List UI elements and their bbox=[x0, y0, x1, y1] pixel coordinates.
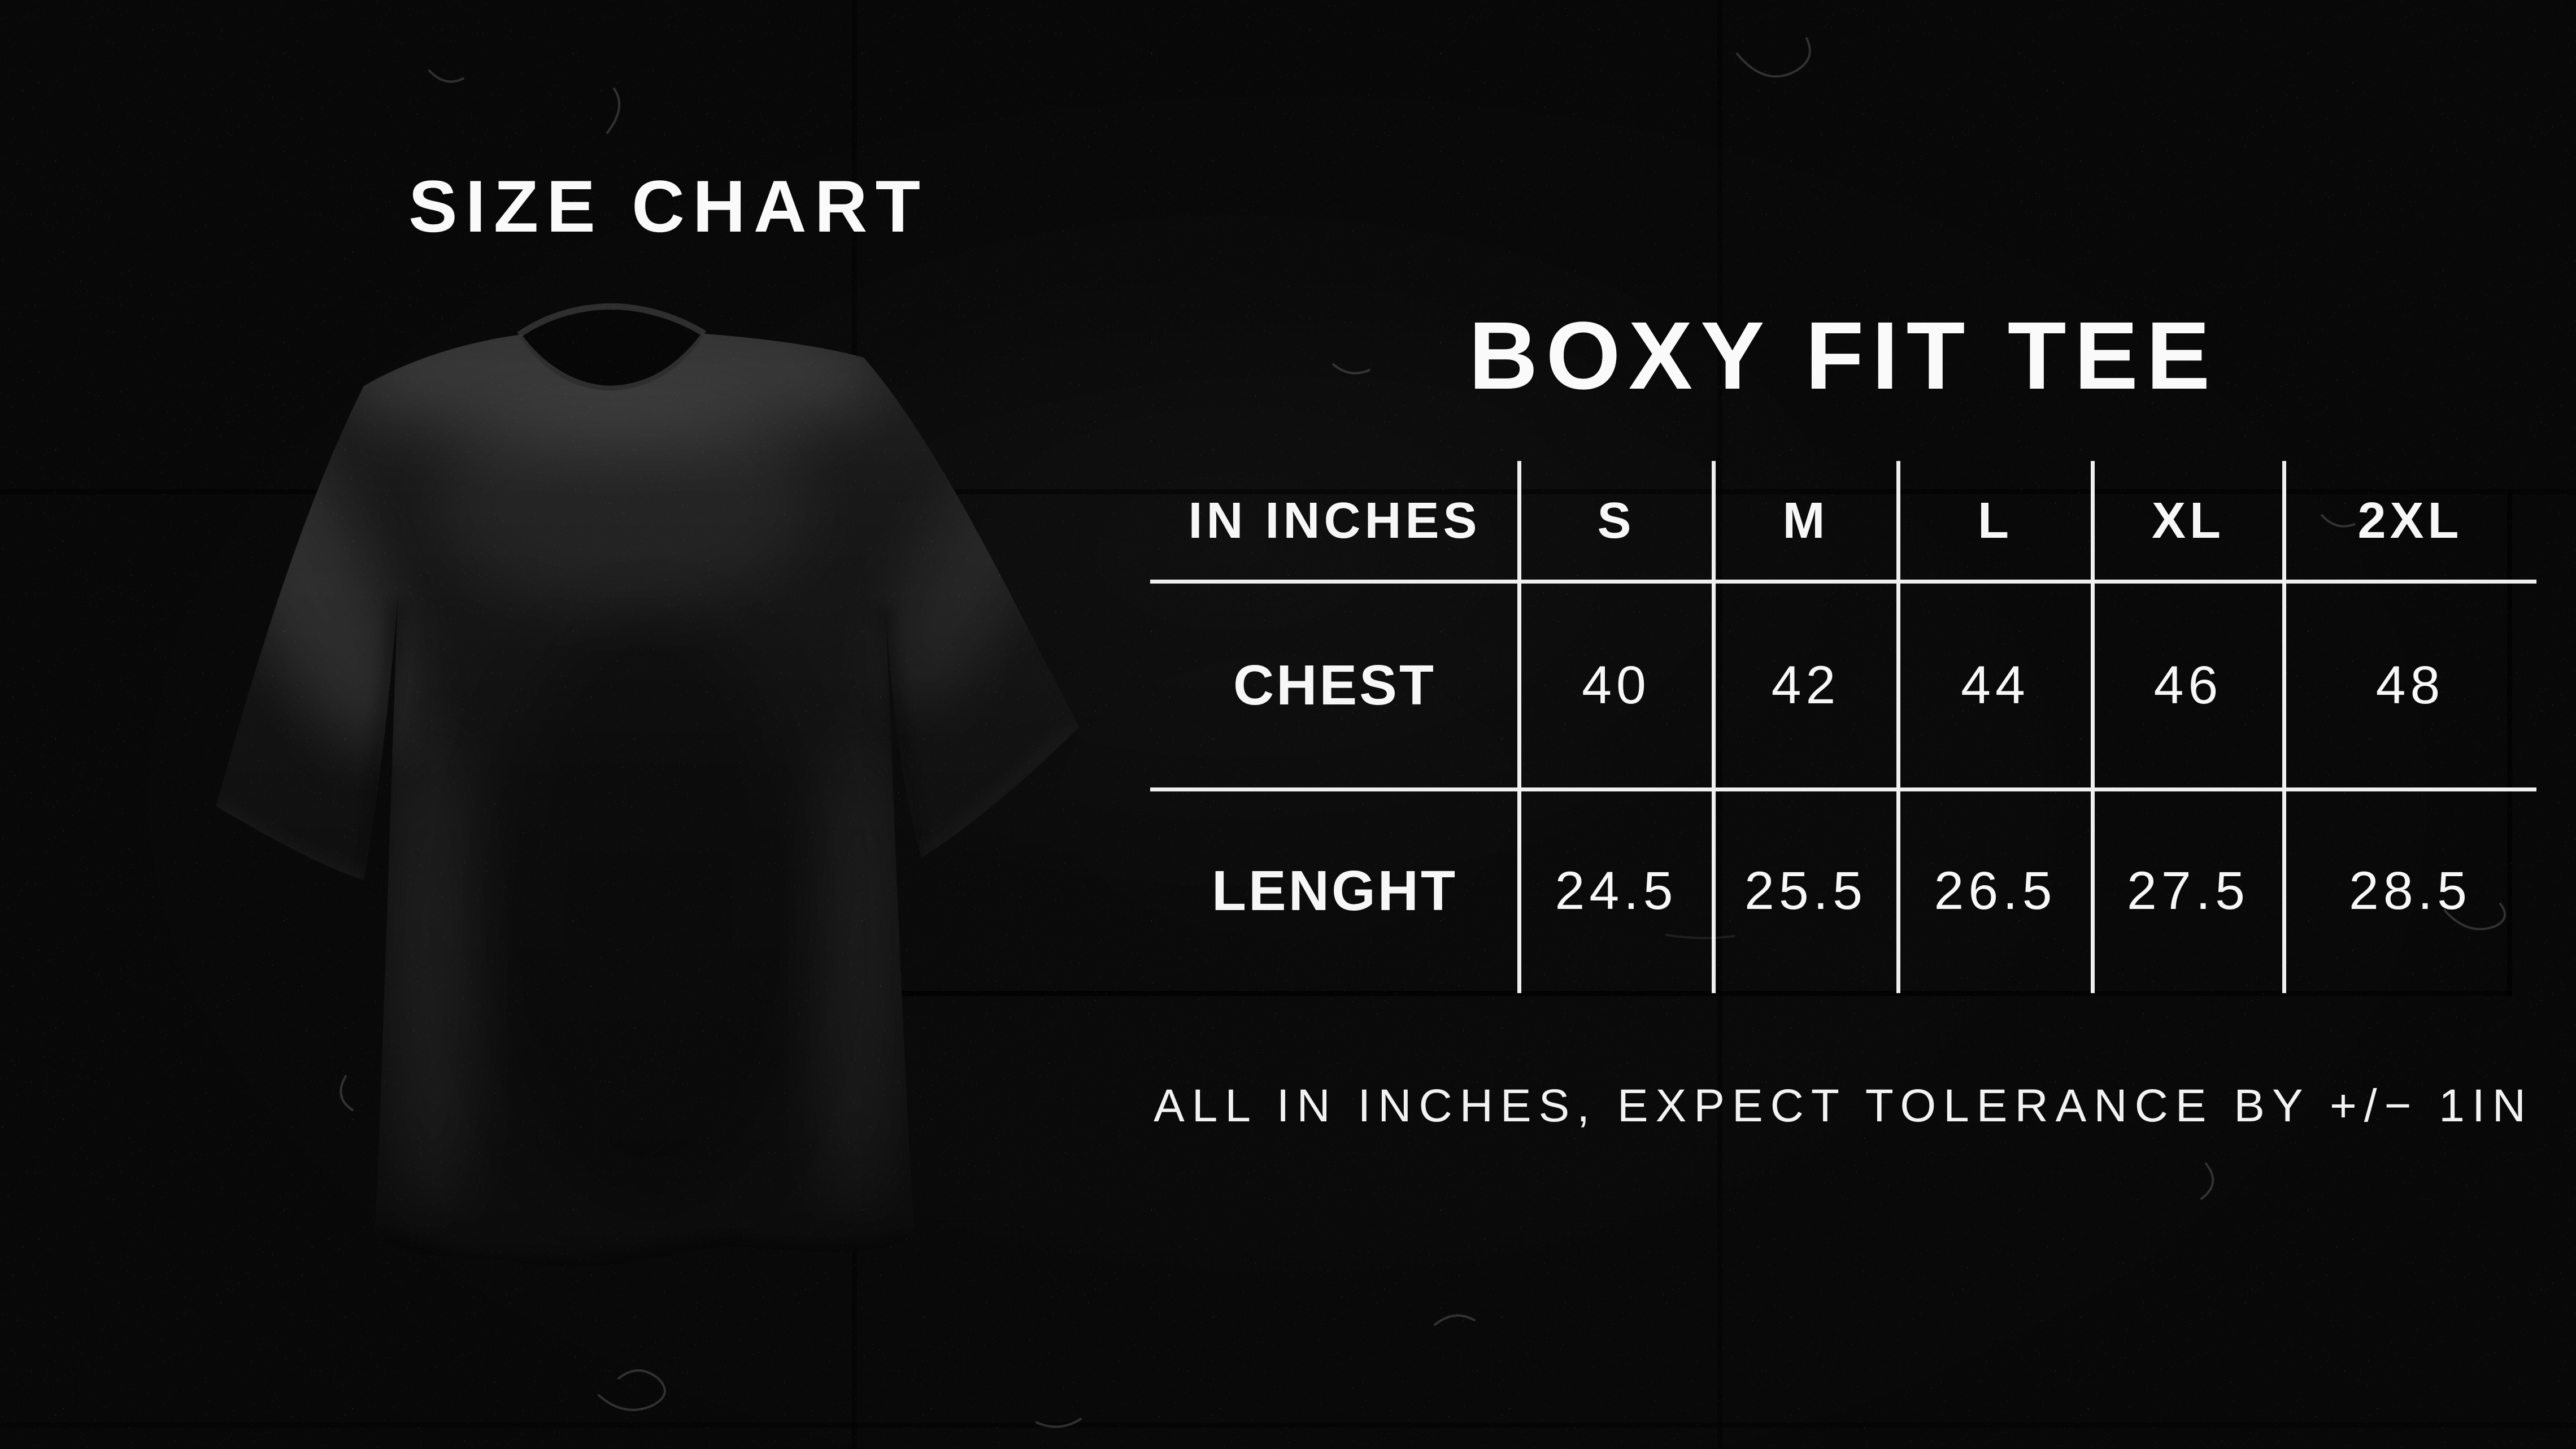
lenght-value-xl: 27.5 bbox=[2127, 861, 2249, 921]
lenght-value-l: 26.5 bbox=[1934, 861, 2057, 921]
chest-value-xl: 46 bbox=[2153, 655, 2223, 715]
texture-seam-horizontal bbox=[0, 1422, 2576, 1428]
page-title: SIZE CHART bbox=[408, 165, 928, 247]
size-table-header-2xl: 2XL bbox=[2357, 493, 2463, 549]
chest-value-s: 40 bbox=[1582, 655, 1651, 715]
size-table-header-xl: XL bbox=[2151, 493, 2225, 549]
table-column-line bbox=[1896, 461, 1900, 993]
product-title: BOXY FIT TEE bbox=[1468, 302, 2218, 410]
lenght-value-m: 25.5 bbox=[1744, 861, 1867, 921]
size-table-unit-header: IN INCHES bbox=[1188, 493, 1481, 549]
row-label-chest: CHEST bbox=[1233, 653, 1436, 717]
table-column-line bbox=[1517, 461, 1521, 993]
table-column-line bbox=[2282, 461, 2286, 993]
size-table-header-m: M bbox=[1782, 493, 1829, 549]
lenght-value-2xl: 28.5 bbox=[2349, 861, 2471, 921]
chest-value-l: 44 bbox=[1961, 655, 2030, 715]
table-row-line bbox=[1150, 580, 2536, 584]
size-table-header-l: L bbox=[1978, 493, 2013, 549]
lenght-value-s: 24.5 bbox=[1555, 861, 1678, 921]
size-table: IN INCHES S M L XL 2XL CHEST 40 42 44 46… bbox=[1150, 461, 2536, 993]
table-column-line bbox=[1712, 461, 1716, 993]
row-label-lenght: LENGHT bbox=[1211, 859, 1458, 923]
tolerance-note: ALL IN INCHES, EXPECT TOLERANCE BY +/− 1… bbox=[1154, 1080, 2533, 1132]
chest-value-2xl: 48 bbox=[2375, 655, 2445, 715]
chest-value-m: 42 bbox=[1771, 655, 1840, 715]
table-row-line bbox=[1150, 787, 2536, 791]
size-table-grid: IN INCHES S M L XL 2XL CHEST 40 42 44 46… bbox=[1150, 461, 2536, 993]
table-column-line bbox=[2091, 461, 2095, 993]
size-table-header-s: S bbox=[1597, 493, 1635, 549]
tshirt-image bbox=[216, 303, 1080, 1267]
